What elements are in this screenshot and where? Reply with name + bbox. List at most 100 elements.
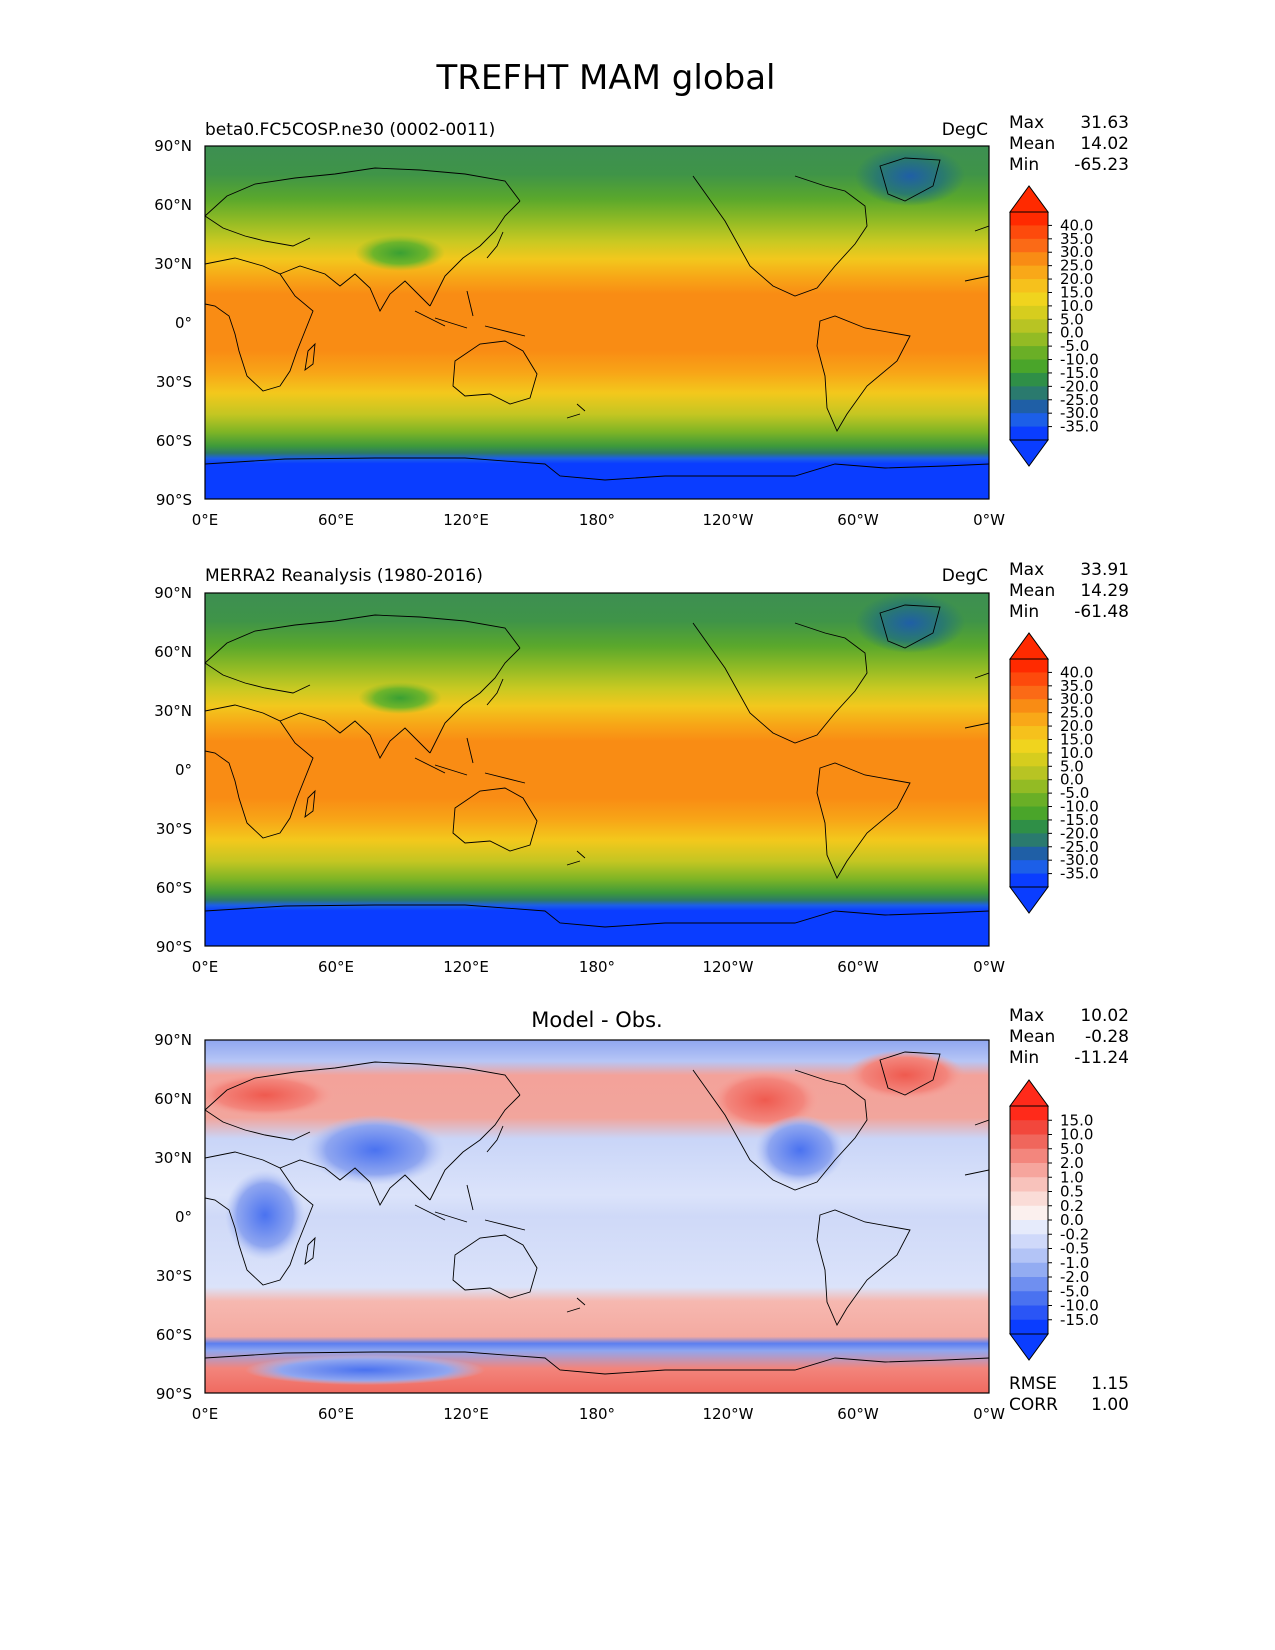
stats-diff: Max 10.02 Mean -0.28 Min -11.24 [1009,1006,1129,1068]
x-tick-label: 120°E [443,1405,489,1423]
stat-label: Max [1009,560,1044,580]
colorbar-segment [1010,319,1048,334]
colorbar-segment [1010,238,1048,253]
colorbar-label: -2.0 [1060,1268,1089,1286]
y-axis-diff: 90°N 60°N 30°N 0° 30°S 60°S 90°S [154,1031,192,1403]
colorbar-segment [1010,1319,1048,1335]
colorbar-label: -20.0 [1060,377,1099,395]
x-tick-label: 60°E [318,511,354,529]
colorbar-label: 10.0 [1060,744,1093,762]
cold-anomaly-asia [305,1115,445,1185]
colorbar-label: -5.0 [1060,1282,1089,1300]
colorbar-label: 10.0 [1060,297,1093,315]
map-model [204,145,990,500]
y-tick-label: 90°N [154,1031,192,1049]
figure-title: TREFHT MAM global [435,58,775,98]
colorbar-over-extension [1009,632,1049,660]
colorbar-segment [1010,1106,1048,1121]
colorbar-segment [1010,332,1048,347]
colorbar-segment [1010,1291,1048,1307]
x-tick-label: 120°W [703,511,754,529]
colorbar-segment [1010,1177,1048,1193]
x-tick-label: 180° [579,1405,615,1423]
colorbar-segment [1010,766,1048,781]
colorbar-label: 15.0 [1060,730,1093,748]
x-tick-label: 120°W [703,958,754,976]
colorbar-segment [1010,212,1048,227]
y-tick-label: 90°S [156,491,192,509]
greenland-cold-spot [855,146,965,206]
colorbar-label: 5.0 [1060,757,1084,775]
colorbar-segment [1010,1148,1048,1164]
colorbar-label: 35.0 [1060,230,1093,248]
colorbar-label: 15.0 [1060,1111,1093,1129]
colorbar-label: -0.5 [1060,1240,1089,1258]
x-axis-obs: 0°E 60°E 120°E 180° 120°W 60°W 0°W [192,958,1005,976]
y-tick-label: 30°S [156,820,192,838]
x-tick-label: 60°W [837,958,879,976]
x-tick-label: 0°W [973,958,1005,976]
metric-label: CORR [1009,1395,1058,1415]
y-tick-label: 60°N [154,1090,192,1108]
colorbar-segment [1010,793,1048,808]
warm-anomaly-arctic [845,1050,965,1100]
y-tick-label: 60°N [154,196,192,214]
colorbar-label: 5.0 [1060,310,1084,328]
colorbar-label: 0.0 [1060,771,1084,789]
panel-diff: Model - Obs. Max 10.02 Mean -0.28 Min -1… [154,1006,1129,1423]
colorbar-segment [1010,1248,1048,1264]
colorbar-label: 2.0 [1060,1154,1084,1172]
colorbar-segment [1010,359,1048,374]
colorbar-segment [1010,1277,1048,1292]
map-frame [204,145,990,500]
colorbar-segment [1010,305,1048,320]
y-tick-label: 90°N [154,137,192,155]
panel-title-obs: MERRA2 Reanalysis (1980-2016) [205,566,483,586]
colorbar-segment [1010,1205,1048,1221]
stat-label: Mean [1009,581,1055,601]
colorbar-label: 30.0 [1060,690,1093,708]
colorbar-label: 0.2 [1060,1197,1084,1215]
stat-value: -65.23 [1074,155,1129,175]
x-tick-label: 60°W [837,1405,879,1423]
colorbar-label: 25.0 [1060,704,1093,722]
colorbar-label: -10.0 [1060,798,1099,816]
colorbar-label: 5.0 [1060,1140,1084,1158]
stat-value: 14.02 [1080,134,1129,154]
colorbar-segment [1010,659,1048,674]
stat-value: 10.02 [1080,1006,1129,1026]
x-tick-label: 120°W [703,1405,754,1423]
colorbar-segment [1010,779,1048,794]
colorbar-label: 40.0 [1060,663,1093,681]
y-tick-label: 90°S [156,938,192,956]
colorbar-label: -1.0 [1060,1254,1089,1272]
colorbar-label: -5.0 [1060,784,1089,802]
stat-label: Mean [1009,1027,1055,1047]
y-axis-obs: 90°N 60°N 30°N 0° 30°S 60°S 90°S [154,584,192,956]
colorbar-segment [1010,712,1048,727]
metric-value: 1.00 [1091,1395,1129,1415]
stats-model: Max 31.63 Mean 14.02 Min -65.23 [1009,113,1129,175]
colorbar-over-extension [1009,1079,1049,1107]
tibet-cold-spot [355,235,445,271]
colorbar-segment [1010,1305,1048,1321]
colorbar-segment [1010,346,1048,361]
colorbar-segment [1010,279,1048,294]
colorbar-segment [1010,860,1048,875]
stat-label: Min [1009,602,1039,622]
map-frame [204,1039,990,1394]
y-tick-label: 0° [175,761,192,779]
colorbar-frame [1009,658,1049,888]
x-axis-model: 0°E 60°E 120°E 180° 120°W 60°W 0°W [192,511,1005,529]
colorbar-label: -25.0 [1060,838,1099,856]
colorbar-label: 30.0 [1060,243,1093,261]
colorbar-segment [1010,873,1048,888]
colorbar-segment [1010,1191,1048,1207]
colorbar-segment [1010,1262,1048,1278]
map-diff [204,1039,990,1394]
y-tick-label: 0° [175,314,192,332]
stat-label: Min [1009,155,1039,175]
x-tick-label: 60°E [318,1405,354,1423]
x-tick-label: 0°E [192,958,219,976]
